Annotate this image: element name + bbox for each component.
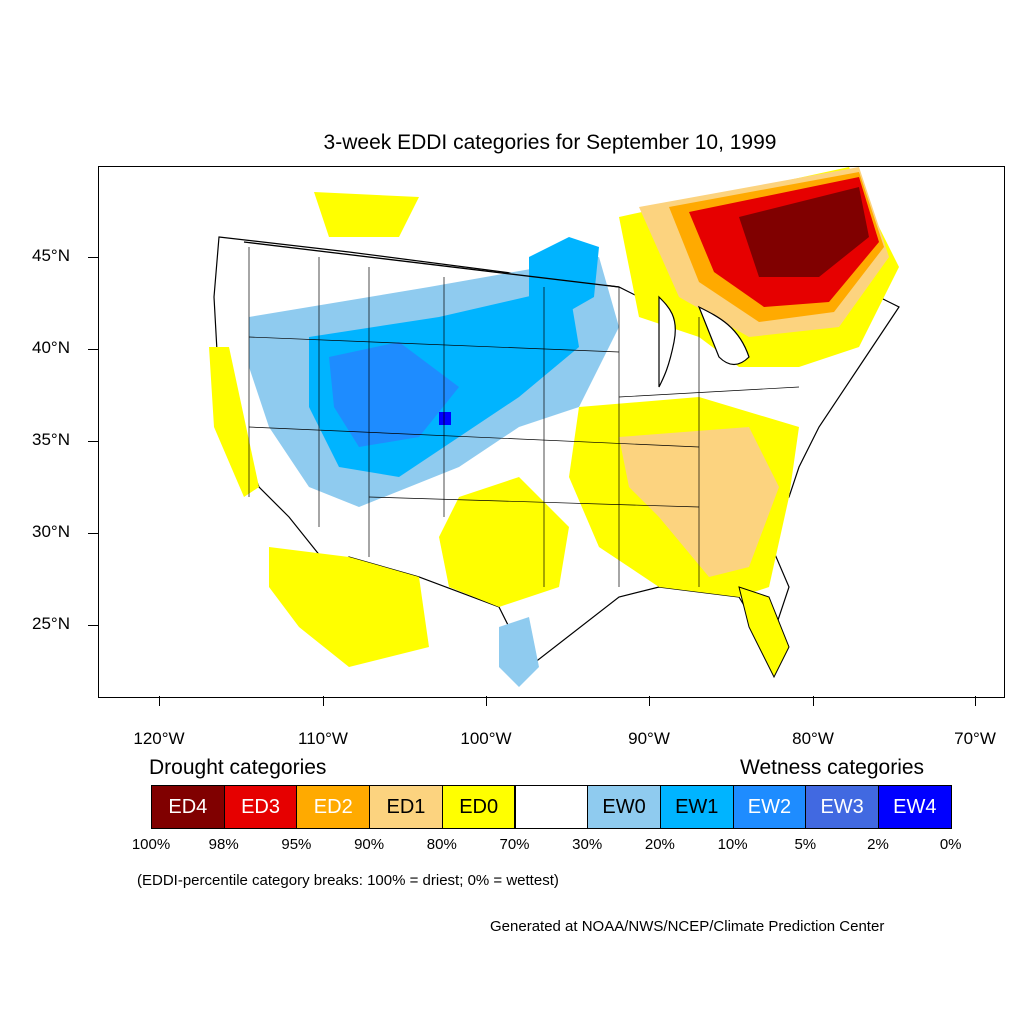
legend-break-label: 2% — [867, 836, 889, 853]
map-canvas — [209, 167, 900, 687]
lon-tick-100 — [486, 696, 487, 706]
wetness-heading: Wetness categories — [740, 756, 925, 779]
legend-break-label: 80% — [426, 836, 457, 853]
lon-tick-90 — [649, 696, 650, 706]
legend-note: (EDDI-percentile category breaks: 100% =… — [137, 872, 559, 889]
legend-swatch-ed2: ED2 — [296, 785, 371, 829]
legend-break-label: 95% — [281, 836, 312, 853]
lon-tick-70 — [975, 696, 976, 706]
lat-tick-30 — [88, 533, 98, 534]
dry-region-ed4-ne — [739, 187, 869, 277]
wet-region-ew2 — [329, 342, 459, 447]
map-title: 3-week EDDI categories for September 10,… — [323, 131, 777, 154]
lat-label-40: 40°N — [32, 338, 70, 357]
lat-tick-35 — [88, 441, 98, 442]
legend-break-label: 100% — [131, 836, 171, 853]
lat-label-25: 25°N — [32, 614, 70, 633]
lat-tick-45 — [88, 257, 98, 258]
dry-region-ed0-tx — [439, 477, 569, 607]
drought-heading: Drought categories — [149, 756, 327, 779]
lat-tick-40 — [88, 349, 98, 350]
legend-swatch-ed4: ED4 — [151, 785, 225, 829]
legend-break-label: 70% — [499, 836, 530, 853]
legend-swatch-ed1: ED1 — [369, 785, 443, 829]
legend-swatch-ew2: EW2 — [732, 785, 807, 829]
legend-break-label: 0% — [939, 836, 962, 853]
legend-break-label: 30% — [572, 836, 603, 853]
lon-tick-80 — [813, 696, 814, 706]
legend-break-label: 90% — [354, 836, 385, 853]
lon-label-100: 100°W — [460, 729, 512, 748]
lat-label-30: 30°N — [32, 522, 70, 541]
lat-label-45: 45°N — [32, 246, 70, 265]
legend-break-label: 20% — [644, 836, 675, 853]
florida — [738, 586, 790, 679]
legend-swatch-ed0: ED0 — [441, 785, 516, 829]
legend-swatch-ew3: EW3 — [805, 785, 879, 829]
wet-region-ew4 — [439, 412, 451, 425]
wet-region-coast-tx — [499, 617, 539, 687]
legend-break-label: 98% — [208, 836, 239, 853]
legend-swatch-ew1: EW1 — [659, 785, 734, 829]
legend-break-label: 10% — [717, 836, 748, 853]
legend-swatch-neutral — [514, 785, 589, 829]
legend-swatch-ew0: EW0 — [587, 785, 661, 829]
map-frame — [98, 166, 1005, 698]
state-boundaries — [248, 247, 800, 587]
legend-swatch-ed3: ED3 — [223, 785, 298, 829]
us-canada-border — [243, 241, 620, 288]
lon-label-90: 90°W — [628, 729, 670, 748]
lon-label-120: 120°W — [133, 729, 185, 748]
lon-tick-120 — [159, 696, 160, 706]
dry-region-ed0-nw — [314, 192, 419, 237]
lat-label-35: 35°N — [32, 430, 70, 449]
dry-region-ed0-westcoast — [209, 347, 259, 497]
lon-label-80: 80°W — [792, 729, 834, 748]
lon-tick-110 — [323, 696, 324, 706]
legend-break-label: 5% — [794, 836, 817, 853]
credit-line: Generated at NOAA/NWS/NCEP/Climate Predi… — [490, 918, 885, 935]
dry-region-ed0-sw — [269, 547, 429, 667]
legend-swatch-ew4: EW4 — [878, 785, 952, 829]
lat-tick-25 — [88, 625, 98, 626]
great-lakes — [658, 295, 750, 388]
lon-label-110: 110°W — [298, 729, 348, 748]
lon-label-70: 70°W — [954, 729, 996, 748]
wet-region-plains — [529, 237, 599, 317]
